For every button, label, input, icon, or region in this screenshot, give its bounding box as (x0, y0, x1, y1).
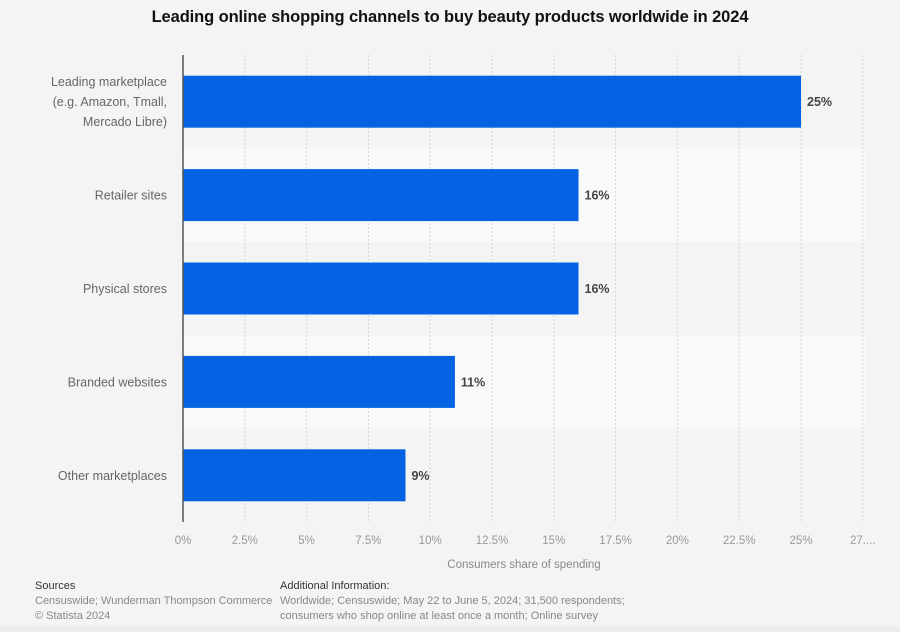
value-label: 16% (585, 282, 610, 296)
category-label: Physical stores (83, 282, 167, 296)
sources-block: Sources Censuswide; Wunderman Thompson C… (35, 579, 272, 624)
category-label: Leading marketplace (e.g. Amazon, Tmall, M… (51, 75, 167, 129)
chart-title: Leading online shopping channels to buy … (151, 8, 749, 26)
bars (183, 75, 801, 502)
value-label: 25% (807, 95, 832, 109)
category-label-line: Mercado Libre) (83, 115, 167, 129)
bar (183, 262, 579, 315)
category-label-line: (e.g. Amazon, Tmall, (53, 95, 167, 109)
x-tick-label: 10% (419, 535, 442, 547)
sources-heading: Sources (35, 580, 76, 592)
value-label: 16% (585, 189, 610, 203)
category-label: Retailer sites (95, 189, 167, 203)
category-label-line: Physical stores (83, 282, 167, 296)
x-tick-label: 17.5% (599, 535, 632, 547)
sources-text[interactable]: Censuswide; Wunderman Thompson Commerce (35, 595, 273, 607)
value-label: 9% (411, 469, 429, 483)
x-tick-label: 0% (175, 535, 192, 547)
category-label-line: Leading marketplace (51, 75, 167, 89)
x-tick-label: 22.5% (723, 535, 756, 547)
bar (183, 75, 801, 128)
x-tick-label: 15% (542, 535, 565, 547)
x-tick-label: 5% (298, 535, 315, 547)
x-tick-label: 12.5% (476, 535, 509, 547)
x-tick-label: 27.... (850, 535, 876, 547)
bar-chart: Leading marketplace (e.g. Amazon, Tmall, M… (51, 55, 876, 571)
x-tick-label: 7.5% (355, 535, 381, 547)
value-label: 11% (461, 375, 485, 389)
bar (183, 169, 579, 222)
x-axis-title: Consumers share of spending (447, 559, 600, 571)
category-labels: Leading marketplace (e.g. Amazon, Tmall, M… (51, 75, 167, 483)
x-tick-label: 20% (666, 535, 689, 547)
category-label-line: Retailer sites (95, 189, 167, 203)
category-label-line: Other marketplaces (58, 469, 167, 483)
category-label-line: Branded websites (68, 375, 167, 389)
x-tick-label: 2.5% (232, 535, 258, 547)
x-tick-labels: 0% 2.5% 5% 7.5% 10% 12.5% 15% 17.5% 20% 22.5% 25% 2… (175, 535, 876, 547)
value-labels: 25% 16% 16% 11% 9% (411, 95, 832, 483)
bar (183, 355, 455, 408)
additional-info-block: Additional Information: Worldwide; Censu… (280, 579, 625, 624)
category-label: Other marketplaces (58, 469, 167, 483)
bar (183, 449, 406, 502)
copyright-text: © Statista 2024 (35, 610, 111, 622)
additional-info-line-2: consumers who shop online at least once … (280, 610, 598, 622)
additional-info-line-1: Worldwide; Censuswide; May 22 to June 5,… (280, 595, 625, 607)
category-label: Branded websites (68, 375, 167, 389)
x-tick-label: 25% (789, 535, 812, 547)
additional-info-heading: Additional Information: (280, 580, 390, 592)
bottom-strip (0, 626, 900, 632)
